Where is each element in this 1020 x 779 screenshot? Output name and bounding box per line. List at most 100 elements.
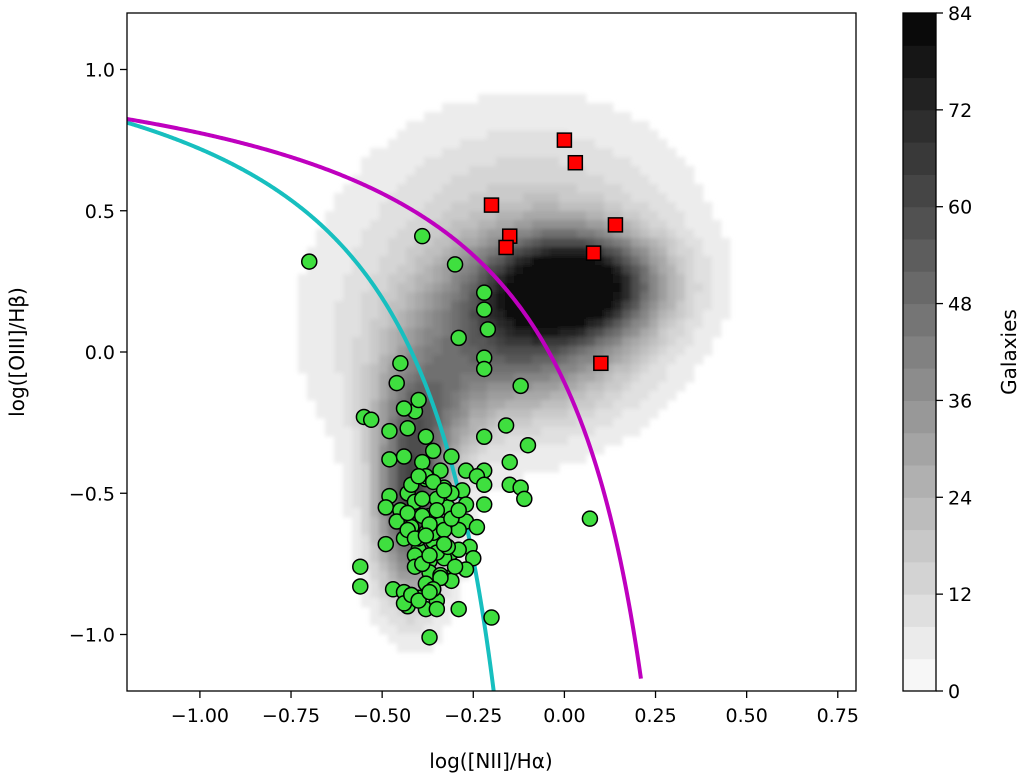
density-cell [667, 373, 677, 383]
density-cell [658, 247, 668, 257]
density-cell [613, 211, 623, 221]
density-cell [523, 301, 533, 311]
density-cell [586, 121, 596, 131]
x-tick-label: 0.50 [725, 705, 767, 727]
density-cell [451, 112, 461, 122]
density-cell [325, 382, 335, 392]
density-cell [523, 337, 533, 347]
density-cell [532, 211, 542, 221]
density-cell [631, 382, 641, 392]
density-cell [388, 238, 398, 248]
density-cell [604, 436, 614, 446]
density-cell [388, 481, 398, 491]
density-cell [460, 175, 470, 185]
density-cell [469, 337, 479, 347]
density-cell [307, 301, 317, 311]
density-cell [397, 157, 407, 167]
density-cell [622, 157, 632, 167]
density-cell [631, 400, 641, 410]
density-cell [379, 202, 389, 212]
density-cell [460, 193, 470, 203]
density-cell [343, 328, 353, 338]
density-cell [703, 256, 713, 266]
density-cell [559, 238, 569, 248]
density-cell [415, 382, 425, 392]
density-cell [532, 202, 542, 212]
density-cell [622, 265, 632, 275]
density-cell [361, 445, 371, 455]
density-cell [541, 337, 551, 347]
density-cell [559, 283, 569, 293]
density-cell [415, 274, 425, 284]
density-cell [451, 310, 461, 320]
density-cell [469, 346, 479, 356]
density-cell [343, 310, 353, 320]
density-cell [586, 139, 596, 149]
density-cell [469, 166, 479, 176]
density-cell [550, 247, 560, 257]
density-cell [703, 229, 713, 239]
green-circle-marker [388, 513, 405, 530]
density-cell [541, 400, 551, 410]
density-cell [424, 310, 434, 320]
density-cell [595, 103, 605, 113]
green-circle-marker [424, 473, 442, 491]
density-cell [487, 454, 497, 464]
density-cell [478, 202, 488, 212]
density-cell [532, 463, 542, 473]
density-cell [505, 274, 515, 284]
density-cell [379, 184, 389, 194]
density-cell [379, 607, 389, 617]
density-cell [442, 373, 452, 383]
density-cell [595, 157, 605, 167]
colorbar-band [903, 239, 936, 272]
density-cell [379, 346, 389, 356]
density-cell [586, 418, 596, 428]
density-cell [334, 319, 344, 329]
density-cell [487, 292, 497, 302]
density-cell [487, 382, 497, 392]
density-cell [433, 364, 443, 374]
density-cell [712, 247, 722, 257]
density-cell [568, 427, 578, 437]
density-cell [370, 310, 380, 320]
density-cell [559, 184, 569, 194]
density-cell [640, 328, 650, 338]
density-cell [370, 535, 380, 545]
density-cell [496, 400, 506, 410]
density-cell [343, 184, 353, 194]
density-cell [352, 427, 362, 437]
density-cell [469, 292, 479, 302]
density-cell [433, 193, 443, 203]
density-cell [649, 148, 659, 158]
density-cell [478, 130, 488, 140]
density-cell [460, 265, 470, 275]
density-cell [334, 283, 344, 293]
density-cell [334, 355, 344, 365]
density-cell [559, 274, 569, 284]
density-cell [712, 229, 722, 239]
density-cell [640, 202, 650, 212]
density-cell [631, 157, 641, 167]
density-cell [613, 409, 623, 419]
density-cell [361, 247, 371, 257]
density-cell [604, 337, 614, 347]
density-cell [640, 238, 650, 248]
density-cell [550, 130, 560, 140]
density-cell [352, 193, 362, 203]
density-cell [559, 346, 569, 356]
density-cell [550, 301, 560, 311]
density-cell [460, 292, 470, 302]
density-cell [595, 229, 605, 239]
density-cell [433, 274, 443, 284]
density-cell [388, 544, 398, 554]
density-cell [478, 382, 488, 392]
density-cell [487, 175, 497, 185]
density-cell [433, 373, 443, 383]
density-cell [433, 625, 443, 635]
density-cell [361, 202, 371, 212]
density-cell [424, 643, 434, 653]
density-cell [487, 256, 497, 266]
density-cell [550, 229, 560, 239]
density-cell [460, 535, 470, 545]
